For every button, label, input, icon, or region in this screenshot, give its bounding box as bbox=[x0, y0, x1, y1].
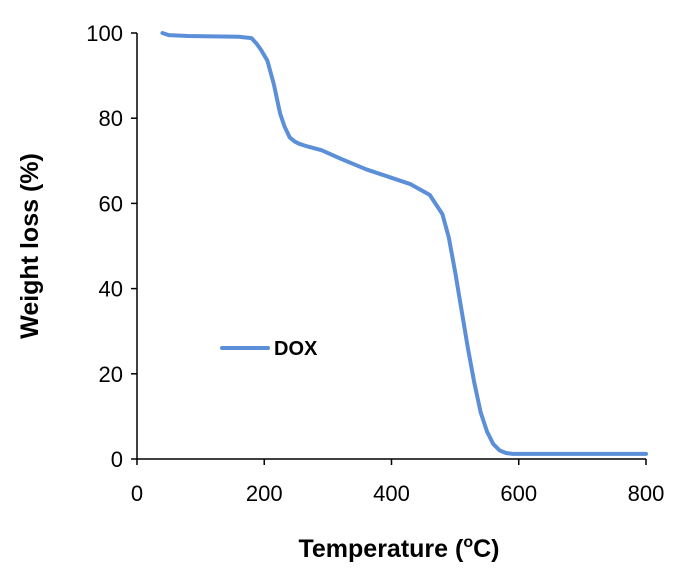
series-line-dox bbox=[160, 31, 648, 456]
series bbox=[160, 31, 648, 456]
y-tick-label: 40 bbox=[99, 277, 123, 302]
x-axis-title: Temperature (oC) bbox=[298, 534, 499, 563]
x-axis-title-end: C) bbox=[473, 535, 499, 563]
x-tick-label: 0 bbox=[131, 481, 143, 506]
y-tick-label: 0 bbox=[111, 447, 123, 472]
legend-label-dox: DOX bbox=[274, 338, 318, 360]
x-tick-label: 600 bbox=[500, 481, 537, 506]
x-axis-title-main: Temperature ( bbox=[298, 535, 464, 563]
y-tick-label: 80 bbox=[99, 106, 123, 131]
x-ticks: 0 200 400 600 800 bbox=[131, 459, 664, 506]
x-tick-label: 400 bbox=[373, 481, 410, 506]
x-tick-label: 800 bbox=[628, 481, 665, 506]
y-axis-title: Weight loss (%) bbox=[16, 153, 44, 339]
legend: DOX bbox=[220, 338, 318, 360]
x-tick-label: 200 bbox=[246, 481, 283, 506]
y-tick-label: 60 bbox=[99, 191, 123, 216]
y-ticks: 0 20 40 60 80 100 bbox=[86, 21, 137, 472]
axes bbox=[136, 33, 646, 460]
x-axis-title-superscript: o bbox=[463, 534, 473, 551]
y-tick-label: 20 bbox=[99, 362, 123, 387]
y-tick-label: 100 bbox=[86, 21, 123, 46]
